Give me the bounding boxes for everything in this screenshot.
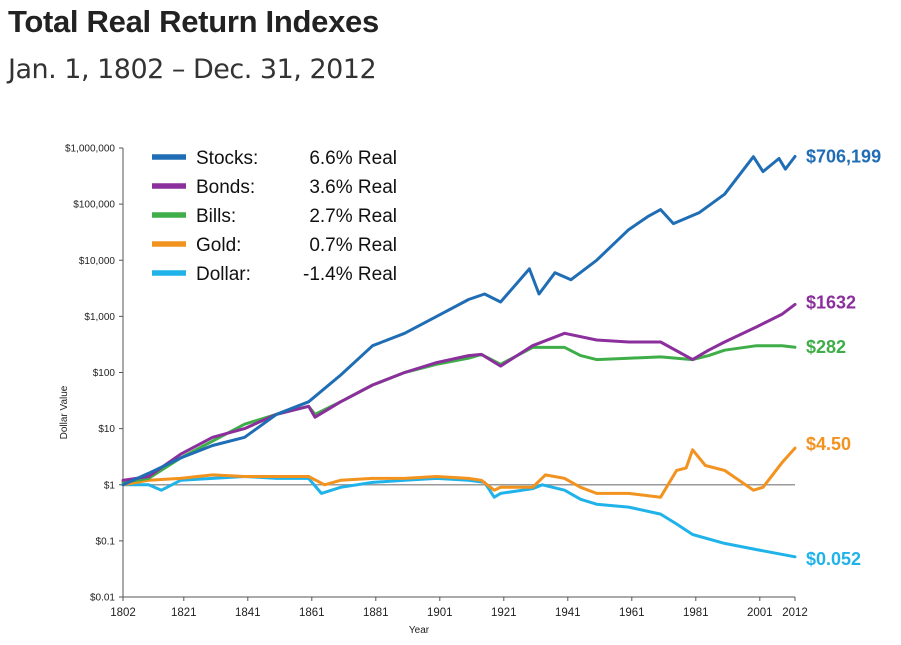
series-line-bonds [121, 302, 797, 482]
series-line-gold [121, 446, 797, 499]
chart-title: Total Real Return Indexes [8, 4, 379, 39]
x-tick-label: 1841 [235, 607, 261, 619]
series-line-dollar [121, 475, 797, 559]
x-tick-label: 2012 [782, 607, 808, 619]
series-layer [121, 155, 797, 559]
legend-label-dollar: Dollar: [196, 264, 251, 285]
y-tick-label: $1,000,000 [65, 144, 115, 155]
y-tick-label: $10,000 [79, 256, 116, 267]
y-tick-label: $10 [98, 424, 115, 435]
end-value-label-gold: $4.50 [806, 434, 851, 454]
legend-rate-stocks: 6.6% Real [309, 148, 397, 169]
x-tick-label: 1981 [683, 607, 709, 619]
x-tick-label: 1921 [491, 607, 517, 619]
series-line-stocks [121, 155, 797, 487]
legend-label-stocks: Stocks: [196, 148, 258, 169]
legend-rate-bonds: 3.6% Real [309, 177, 397, 198]
x-tick-label: 1961 [619, 607, 645, 619]
legend-label-bonds: Bonds: [196, 177, 255, 198]
end-value-label-bonds: $1632 [806, 292, 856, 312]
x-tick-label: 1802 [110, 607, 136, 619]
y-tick-label: $100,000 [73, 200, 115, 211]
end-value-label-bills: $282 [806, 337, 846, 357]
series-line-bills [121, 344, 797, 484]
legend: Stocks: 6.6% Real Bonds: 3.6% Real Bills: 2.7… [152, 148, 397, 285]
axes-layer: $1,000,000 $100,000 $10,000 $1,000 $100 $10 $1… [59, 144, 808, 637]
end-value-label-stocks: $706,199 [806, 146, 881, 166]
legend-label-bills: Bills: [196, 206, 236, 227]
end-labels: $706,199 $1632 $282 $4.50 $0.052 [806, 146, 881, 568]
x-tick-label: 1941 [555, 607, 581, 619]
x-axis-label: Year [409, 625, 430, 636]
chart-subtitle: Jan. 1, 1802 – Dec. 31, 2012 [8, 54, 377, 85]
x-tick-label: 2001 [747, 607, 773, 619]
legend-rate-bills: 2.7% Real [309, 206, 397, 227]
y-axis-label: Dollar Value [59, 385, 70, 439]
y-tick-label: $1 [104, 480, 116, 491]
y-tick-label: $0.01 [90, 593, 115, 604]
x-tick-label: 1901 [427, 607, 453, 619]
y-tick-label: $1,000 [84, 312, 115, 323]
legend-label-gold: Gold: [196, 235, 241, 256]
legend-rate-dollar: -1.4% Real [303, 264, 397, 285]
y-tick-label: $0.1 [96, 536, 116, 547]
x-tick-label: 1881 [363, 607, 389, 619]
end-value-label-dollar: $0.052 [806, 549, 861, 569]
y-tick-label: $100 [93, 368, 116, 379]
legend-rate-gold: 0.7% Real [309, 235, 397, 256]
x-tick-label: 1821 [171, 607, 197, 619]
x-tick-label: 1861 [299, 607, 325, 619]
